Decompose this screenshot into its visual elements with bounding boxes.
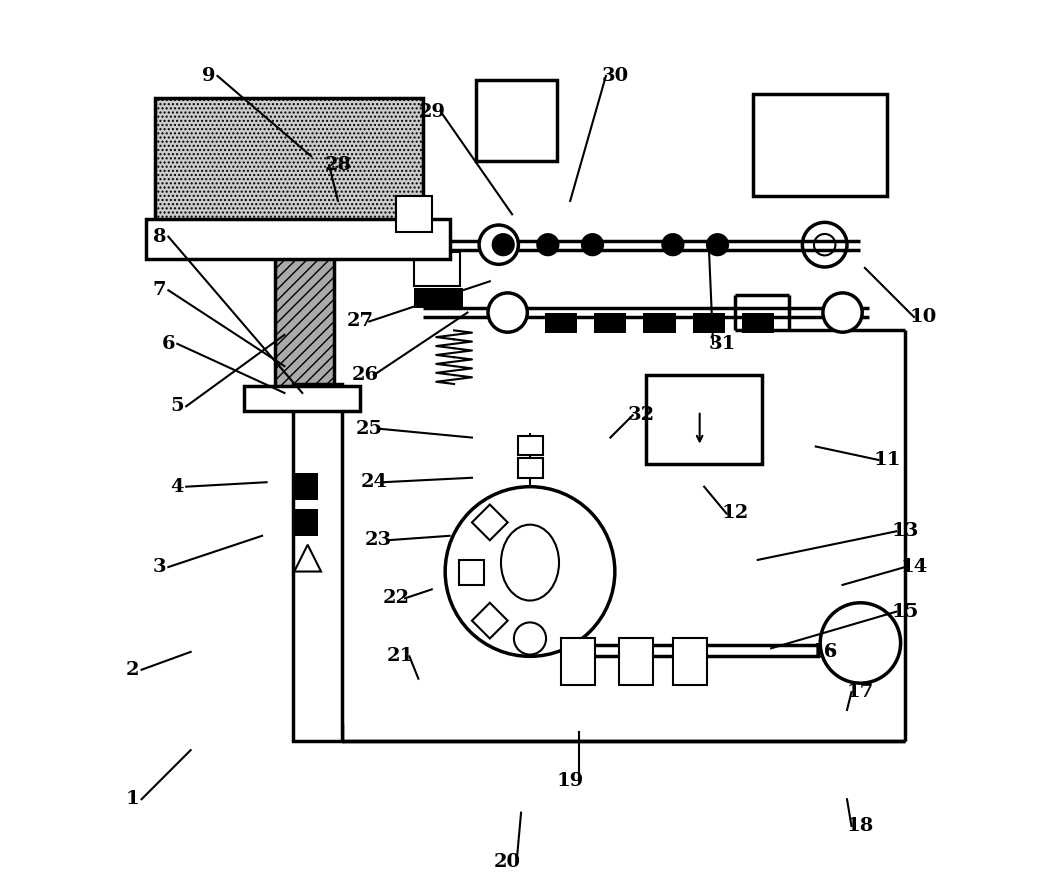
Bar: [294, 384, 342, 741]
Polygon shape: [472, 603, 508, 638]
Text: 10: 10: [909, 308, 937, 326]
Bar: [146, 219, 449, 259]
Text: 1: 1: [126, 790, 140, 808]
Text: 5: 5: [171, 397, 184, 415]
Text: 28: 28: [324, 156, 352, 174]
Bar: [292, 473, 318, 500]
Bar: [459, 560, 483, 585]
Text: 13: 13: [891, 522, 919, 540]
Text: 9: 9: [201, 67, 215, 85]
Text: 32: 32: [629, 406, 655, 424]
Bar: [692, 313, 725, 333]
Bar: [742, 313, 774, 333]
Text: 4: 4: [171, 478, 184, 496]
Text: 21: 21: [387, 647, 414, 665]
Text: 14: 14: [900, 558, 928, 576]
Circle shape: [488, 293, 527, 332]
Bar: [276, 241, 334, 402]
Text: 18: 18: [847, 817, 874, 835]
Bar: [155, 98, 423, 223]
Bar: [155, 98, 423, 223]
Circle shape: [536, 233, 560, 256]
Text: 30: 30: [601, 67, 629, 85]
Text: 11: 11: [873, 451, 901, 469]
Text: 6: 6: [161, 335, 175, 353]
Text: 12: 12: [722, 505, 749, 522]
Circle shape: [823, 293, 862, 332]
Bar: [643, 313, 675, 333]
Text: 8: 8: [153, 228, 166, 246]
Bar: [673, 638, 707, 685]
Text: 31: 31: [708, 335, 736, 353]
Bar: [619, 638, 653, 685]
Circle shape: [706, 233, 729, 256]
Polygon shape: [295, 545, 321, 572]
Text: 7: 7: [153, 281, 166, 299]
Bar: [476, 80, 556, 161]
Bar: [561, 638, 595, 685]
Text: 2: 2: [126, 661, 139, 679]
Text: 26: 26: [351, 366, 378, 384]
Text: 15: 15: [891, 603, 919, 621]
Bar: [518, 436, 544, 455]
Text: 3: 3: [153, 558, 166, 576]
Text: 20: 20: [494, 853, 522, 871]
Text: 25: 25: [356, 420, 383, 438]
Polygon shape: [472, 505, 508, 540]
Circle shape: [581, 233, 604, 256]
Bar: [754, 94, 887, 196]
Bar: [292, 509, 318, 536]
Bar: [647, 375, 762, 464]
Circle shape: [492, 233, 515, 256]
Bar: [396, 196, 431, 232]
Text: 22: 22: [383, 589, 409, 607]
Bar: [244, 386, 360, 411]
Text: 27: 27: [347, 313, 374, 330]
Bar: [276, 241, 334, 402]
Circle shape: [661, 233, 685, 256]
Bar: [545, 313, 578, 333]
Bar: [413, 288, 463, 308]
Bar: [413, 252, 460, 286]
Text: 16: 16: [811, 643, 838, 661]
Text: 19: 19: [556, 772, 584, 790]
Text: 23: 23: [365, 531, 392, 549]
Bar: [595, 313, 626, 333]
Text: 24: 24: [360, 473, 387, 491]
Circle shape: [479, 225, 518, 264]
Bar: [518, 458, 544, 478]
Ellipse shape: [501, 525, 559, 601]
Text: 17: 17: [847, 683, 874, 701]
Text: 29: 29: [419, 103, 445, 121]
